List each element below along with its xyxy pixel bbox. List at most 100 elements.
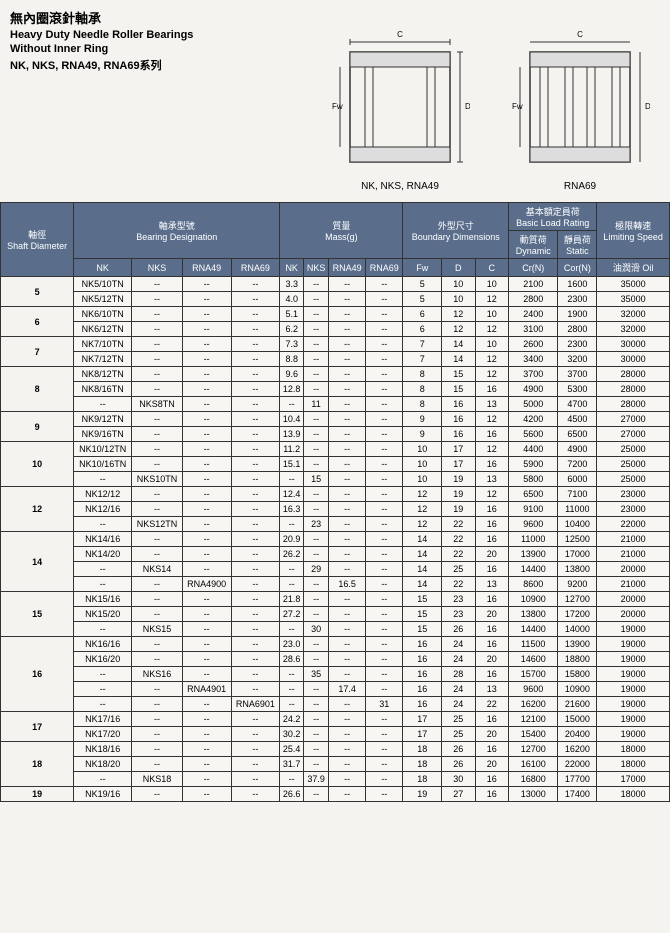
data-cell: 22 (442, 532, 476, 547)
data-cell: 21000 (597, 577, 670, 592)
data-cell: RNA4900 (182, 577, 231, 592)
data-cell: -- (231, 337, 280, 352)
data-cell: 19000 (597, 622, 670, 637)
data-cell: 31.7 (280, 757, 304, 772)
data-cell: 23000 (597, 487, 670, 502)
data-cell: -- (304, 742, 329, 757)
data-cell: -- (74, 562, 132, 577)
data-cell: -- (329, 487, 366, 502)
data-cell: 16 (403, 667, 442, 682)
table-row: 6NK6/10TN------5.1------6121024001900320… (1, 307, 670, 322)
shaft-diameter-cell: 8 (1, 367, 74, 412)
data-cell: 12 (475, 442, 509, 457)
data-cell: -- (132, 292, 183, 307)
table-row: NK14/20------26.2------14222013900170002… (1, 547, 670, 562)
data-cell: -- (304, 457, 329, 472)
data-cell: -- (280, 562, 304, 577)
data-cell: -- (132, 592, 183, 607)
data-cell: -- (231, 712, 280, 727)
data-cell: 13 (475, 472, 509, 487)
data-cell: -- (329, 472, 366, 487)
data-cell: NK12/16 (74, 502, 132, 517)
data-cell: 4400 (509, 442, 558, 457)
diagram-left-label: NK, NKS, RNA49 (361, 181, 439, 192)
data-cell: 12 (442, 307, 476, 322)
data-cell: 20 (475, 652, 509, 667)
data-cell: -- (231, 427, 280, 442)
table-row: --NKS8TN------11----816135000470028000 (1, 397, 670, 412)
col-static: 靜員荷Static (558, 231, 597, 259)
data-cell: -- (366, 442, 403, 457)
data-cell: 8 (403, 382, 442, 397)
data-cell: 10400 (558, 517, 597, 532)
table-row: NK9/16TN------13.9------9161656006500270… (1, 427, 670, 442)
data-cell: 25 (442, 712, 476, 727)
col-designation: 軸承型號Bearing Designation (74, 203, 280, 259)
data-cell: -- (304, 532, 329, 547)
data-cell: -- (280, 622, 304, 637)
table-row: --NKS14------29----142516144001380020000 (1, 562, 670, 577)
table-row: --NKS15------30----152616144001400019000 (1, 622, 670, 637)
diagram-left: C D Fw NK, NKS, RNA49 (330, 27, 470, 192)
data-cell: 8 (403, 367, 442, 382)
data-cell: -- (231, 592, 280, 607)
data-cell: 19000 (597, 712, 670, 727)
data-cell: -- (366, 472, 403, 487)
data-cell: -- (132, 577, 183, 592)
data-cell: -- (304, 697, 329, 712)
data-cell: 7.3 (280, 337, 304, 352)
subcol: RNA49 (329, 259, 366, 277)
data-cell: -- (74, 622, 132, 637)
data-cell: 5900 (509, 457, 558, 472)
data-cell: -- (329, 427, 366, 442)
data-cell: NK6/12TN (74, 322, 132, 337)
data-cell: -- (366, 667, 403, 682)
data-cell: -- (132, 787, 183, 802)
data-cell: 2800 (558, 322, 597, 337)
title-chinese: 無內圈滾針軸承 (10, 8, 660, 27)
data-cell: 12700 (558, 592, 597, 607)
data-cell: 7 (403, 352, 442, 367)
data-cell: 16 (475, 532, 509, 547)
data-cell: -- (182, 337, 231, 352)
data-cell: 9 (403, 412, 442, 427)
subcol: NKS (132, 259, 183, 277)
data-cell: -- (74, 472, 132, 487)
data-cell: 14 (442, 337, 476, 352)
data-cell: -- (329, 547, 366, 562)
data-cell: NK7/12TN (74, 352, 132, 367)
data-cell: 11500 (509, 637, 558, 652)
data-cell: -- (366, 382, 403, 397)
svg-text:Fw: Fw (332, 102, 343, 111)
data-cell: -- (329, 727, 366, 742)
data-cell: 17 (403, 712, 442, 727)
data-cell: 12 (403, 517, 442, 532)
data-cell: -- (329, 307, 366, 322)
data-cell: 17700 (558, 772, 597, 787)
data-cell: 35000 (597, 277, 670, 292)
data-cell: -- (182, 697, 231, 712)
table-row: 8NK8/12TN------9.6------8151237003700280… (1, 367, 670, 382)
data-cell: 28.6 (280, 652, 304, 667)
data-cell: 16 (475, 712, 509, 727)
data-cell: -- (329, 562, 366, 577)
data-cell: 18800 (558, 652, 597, 667)
data-cell: 10 (403, 472, 442, 487)
data-cell: 19 (403, 787, 442, 802)
subcol: Fw (403, 259, 442, 277)
data-cell: 27000 (597, 412, 670, 427)
table-row: NK16/20------28.6------16242014600188001… (1, 652, 670, 667)
data-cell: 16200 (558, 742, 597, 757)
data-cell: 20 (475, 727, 509, 742)
data-cell: 18000 (597, 757, 670, 772)
data-cell: -- (366, 682, 403, 697)
data-cell: 17000 (558, 547, 597, 562)
data-cell: 16 (475, 637, 509, 652)
data-cell: -- (231, 277, 280, 292)
data-cell: 28 (442, 667, 476, 682)
data-cell: -- (366, 397, 403, 412)
data-cell: -- (74, 772, 132, 787)
data-cell: 2300 (558, 337, 597, 352)
data-cell: 10.4 (280, 412, 304, 427)
data-cell: 10 (403, 442, 442, 457)
